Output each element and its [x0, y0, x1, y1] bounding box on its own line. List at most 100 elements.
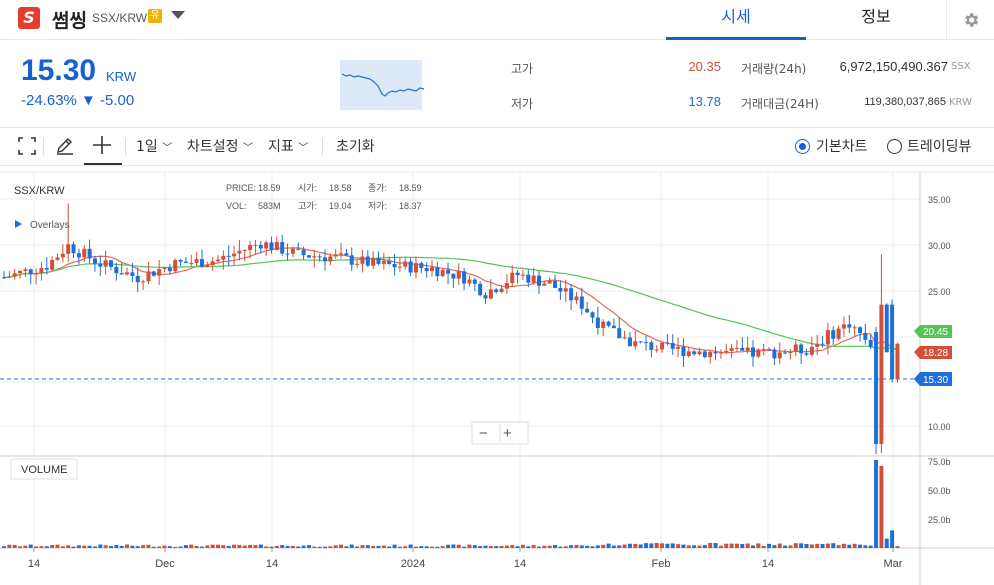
chevron-down-icon: ﹀: [298, 143, 309, 154]
candle-body: [2, 277, 6, 279]
overlays-label[interactable]: Overlays: [30, 220, 69, 231]
volume-bar: [649, 543, 654, 548]
volume-bar: [681, 544, 686, 548]
volume-bar: [157, 546, 162, 548]
candle-body: [793, 344, 798, 352]
volume-bar: [708, 542, 713, 548]
volume-bar: [611, 545, 616, 548]
volume-tick-label: 25.0b: [928, 515, 951, 525]
settings-gear-icon[interactable]: [946, 0, 994, 40]
candle-body: [595, 317, 600, 329]
candle-body: [7, 276, 12, 278]
candle-body: [686, 351, 691, 357]
volume-bar: [435, 546, 440, 548]
legend-price-label: PRICE:: [226, 183, 256, 193]
basic-chart-label[interactable]: 기본차트: [816, 139, 868, 155]
volume-bar: [472, 545, 477, 548]
candle-body: [66, 244, 71, 254]
candle-body: [141, 281, 146, 283]
interval-select[interactable]: 1일 ﹀: [136, 136, 172, 156]
candle-body: [558, 287, 563, 292]
candle-body: [371, 257, 376, 266]
volume-bar: [60, 546, 65, 548]
volume-bar: [413, 546, 418, 548]
volume-bar: [767, 543, 772, 548]
reset-button[interactable]: 초기화: [336, 139, 375, 155]
volume-bar: [734, 543, 739, 548]
candle-body: [483, 295, 488, 299]
candle-body: [162, 267, 167, 270]
volume-bar: [825, 543, 830, 548]
volume-bar: [761, 545, 766, 548]
candle-body: [831, 330, 836, 339]
interval-label: 1일: [136, 139, 158, 155]
tab-info[interactable]: 정보: [861, 7, 891, 26]
fullscreen-icon[interactable]: [18, 137, 36, 159]
overlays-toggle-icon[interactable]: [15, 220, 22, 228]
candle-body: [23, 269, 28, 271]
zoom-out-button[interactable]: −: [479, 425, 488, 442]
draw-pencil-icon[interactable]: [55, 137, 75, 159]
volume-bar: [344, 546, 349, 548]
volume-tick-label: 50.0b: [928, 486, 951, 496]
volume-bar: [23, 545, 28, 548]
candle-body: [317, 256, 322, 258]
candle-body: [563, 288, 568, 292]
candlestick-chart[interactable]: 35.00 30.00 25.00 10.00 75.0b 50.0b 25.0b 14 Dec…: [0, 170, 994, 585]
candle-body: [296, 248, 301, 250]
tradingview-label[interactable]: 트레이딩뷰: [907, 139, 972, 155]
price-summary: 15.30 KRW -24.63% ▼ -5.00 고가 20.35 저가 13…: [0, 40, 994, 128]
candle-body: [874, 331, 879, 444]
candle-body: [697, 351, 702, 355]
svg-text:20.45: 20.45: [923, 327, 948, 338]
volume-bar: [376, 545, 381, 548]
candle-body: [606, 321, 611, 326]
price-unit: KRW: [106, 69, 137, 84]
x-tick-label: 14: [514, 558, 526, 570]
ma-long-line: [3, 256, 898, 350]
candle-body: [542, 283, 547, 286]
tradingview-radio[interactable]: [887, 139, 902, 154]
volume-bar: [585, 545, 590, 548]
candle-body: [783, 352, 788, 354]
y-tick-label: 35.00: [928, 195, 951, 205]
current-price: 15.30: [21, 54, 97, 87]
volume-bar: [146, 544, 151, 548]
candle-body: [456, 271, 461, 279]
volume-bar: [895, 546, 900, 548]
candle-body: [660, 342, 665, 350]
candle-body: [788, 351, 793, 353]
chart-settings-menu[interactable]: 차트설정 ﹀: [187, 136, 253, 156]
volume-bar: [50, 545, 55, 548]
legend-open-label: 시가:: [298, 183, 317, 193]
candle-body: [237, 250, 242, 254]
candle-body: [734, 347, 739, 349]
volume-bar: [606, 543, 611, 548]
volume-bar: [183, 545, 188, 548]
volume-bar: [419, 546, 424, 548]
basic-chart-radio[interactable]: [795, 139, 810, 154]
volume-bar: [92, 546, 97, 548]
volume-bar: [119, 545, 124, 548]
candle-body: [804, 353, 809, 355]
legend-vol-label: VOL:: [226, 201, 247, 211]
volume-bar: [831, 543, 836, 548]
zoom-in-button[interactable]: +: [503, 425, 512, 442]
crosshair-plus-icon[interactable]: [92, 135, 112, 159]
candle-body: [799, 344, 804, 354]
volume-bar: [841, 543, 846, 548]
indicators-menu[interactable]: 지표 ﹀: [268, 136, 308, 156]
candle-body: [515, 272, 520, 276]
volume-bar: [162, 545, 167, 548]
coin-dropdown-chevron-down-icon[interactable]: [171, 11, 185, 19]
volume-bar: [87, 545, 92, 548]
volume-bar: [627, 543, 632, 548]
candle-body: [226, 255, 231, 257]
volume-bar: [76, 545, 81, 548]
tab-quote[interactable]: 시세: [666, 0, 806, 40]
candle-body: [403, 261, 408, 267]
candle-body: [264, 242, 269, 249]
volume-bar: [408, 544, 413, 548]
volume-bar: [66, 545, 71, 548]
volume-bar: [852, 543, 857, 548]
